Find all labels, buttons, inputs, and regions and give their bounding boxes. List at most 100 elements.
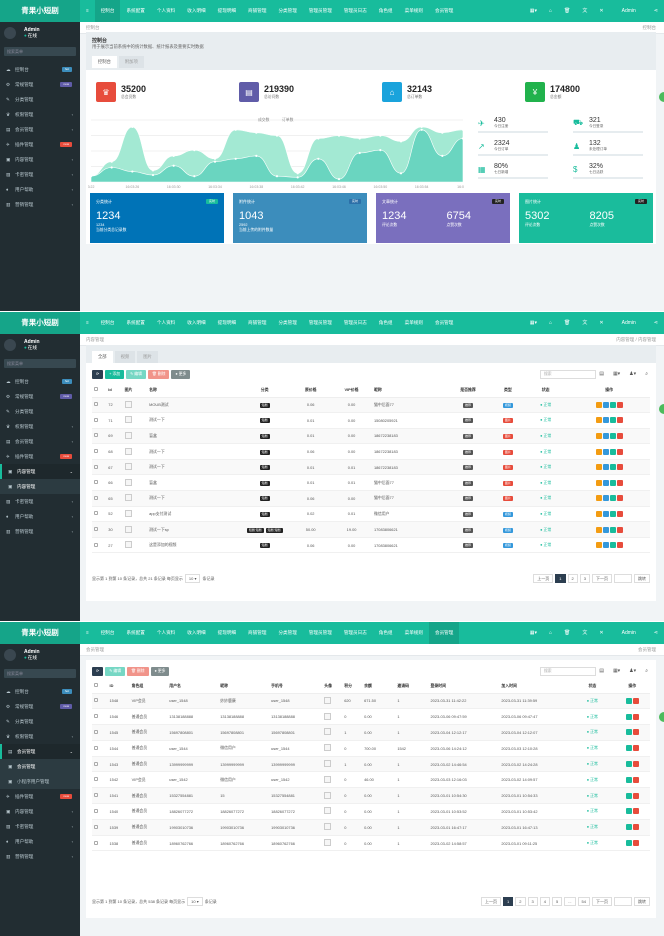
column-header[interactable]: 登录时间 [428,679,500,694]
nav-tab[interactable]: 管理员日志 [343,630,367,635]
data-point[interactable] [337,134,341,137]
sidebar-item[interactable]: ♛ 权限管理 ‹ [0,729,80,744]
tab-0[interactable]: 控制台 [92,56,117,68]
floating-action-button[interactable] [659,92,664,102]
detail-button[interactable] [602,401,609,408]
column-header[interactable]: 图片 [122,383,148,398]
delete-button[interactable] [632,808,639,815]
page-jump-input[interactable] [614,897,632,906]
row-checkbox[interactable] [94,729,98,734]
breadcrumb-home[interactable]: 控制台 [86,25,100,30]
table-tool-icon[interactable]: ▤ [599,668,604,674]
nav-tab[interactable]: 商铺管理 [248,320,267,325]
share-icon[interactable]: ⋖ [653,320,658,326]
nav-tab[interactable]: 系统配置 [126,320,145,325]
sidebar-subitem[interactable]: ▣ 内容管理 [0,479,80,494]
data-point[interactable] [193,149,196,152]
table-row[interactable]: 1544 普通会员 user_1544 微信用户 user_1544 0 700.00 154… [92,740,650,757]
column-header[interactable]: 头像 [322,679,343,694]
table-row[interactable]: 1542 VIP会员 user_1542 微信用户 user_1542 0 46.00 1 20… [92,771,650,789]
edit-button[interactable] [609,526,616,533]
tab-0[interactable]: 全部 [92,351,113,363]
nav-tab[interactable]: 角色组 [378,8,393,13]
column-header[interactable]: 类型 [492,383,524,398]
nav-tab[interactable]: 菜单规则 [404,630,423,635]
menu-search-input[interactable]: 搜索菜单 [4,669,76,678]
nav-tab[interactable]: 收入明细 [187,320,206,325]
delete-button[interactable] [632,697,639,704]
data-point[interactable] [151,169,155,172]
row-checkbox[interactable] [94,808,98,813]
nav-tab[interactable]: 管理员管理 [308,8,332,13]
row-checkbox[interactable] [94,511,98,516]
nav-tab[interactable]: 控制台 [94,0,121,22]
data-point[interactable] [337,178,341,181]
dragsort-button[interactable] [595,448,602,455]
row-checkbox[interactable] [94,480,98,485]
table-row[interactable]: 30 测试一下sp 短剧 短剧 短剧 短剧 50.00 19.00 17083806621 推… [92,521,650,538]
share-icon[interactable]: ⋖ [653,8,658,14]
data-point[interactable] [461,128,464,131]
header-tool-icon[interactable]: ▦▾ [529,320,537,326]
data-point[interactable] [420,128,423,131]
sidebar-item[interactable]: ♦ 用户帮助 ‹ [0,509,80,524]
table-search-input[interactable]: 搜索 [540,370,596,379]
data-point[interactable] [399,172,403,175]
toolbar-button[interactable]: 🗑 删除 [147,370,170,379]
data-point[interactable] [461,137,464,140]
delete-button[interactable] [632,792,639,799]
data-point[interactable] [399,140,403,143]
tab-2[interactable]: 图片 [137,351,158,363]
sidebar-subitem[interactable]: ▣ 小程序用户管理 [0,774,80,789]
data-point[interactable] [358,151,361,155]
page-button[interactable]: 3 [579,574,590,583]
row-checkbox[interactable] [94,433,98,438]
tab-1[interactable]: 视频 [114,351,136,363]
delete-button[interactable] [616,432,623,439]
edit-button[interactable] [625,840,632,847]
toolbar-button[interactable]: ✎ 编辑 [105,667,126,676]
sidebar-item[interactable]: ☁ 控制台 hot [0,684,80,699]
column-header[interactable]: VIP价格 [331,383,372,398]
nav-tab[interactable]: 提现明细 [217,8,237,13]
nav-tab[interactable]: ≡ [86,8,89,13]
table-tool-icon[interactable]: ⌕ [645,371,648,377]
edit-button[interactable] [625,745,632,752]
jump-button[interactable]: 跳转 [634,897,650,906]
breadcrumb-home[interactable]: 内容管理 [86,337,104,342]
data-point[interactable] [441,131,444,134]
sidebar-item[interactable]: ☁ 控制台 hot [0,62,80,77]
edit-button[interactable] [625,729,632,736]
header-tool-icon[interactable]: ⌂ [549,8,553,14]
sidebar-item[interactable]: ♛ 权限管理 ‹ [0,107,80,122]
page-button[interactable]: 上一页 [533,574,554,583]
delete-button[interactable] [632,713,639,720]
row-checkbox[interactable] [94,464,98,469]
column-header[interactable]: 昵称 [218,679,270,694]
column-header[interactable]: 加入时间 [499,679,571,694]
detail-button[interactable] [602,417,609,424]
edit-button[interactable] [609,401,616,408]
sidebar-item[interactable]: ▨ 卡密管理 ‹ [0,167,80,182]
data-point[interactable] [172,154,175,157]
row-checkbox[interactable] [94,449,98,454]
table-row[interactable]: 1538 普通会员 18960762766 18960762766 1896076276… [92,835,650,852]
sidebar-item[interactable]: ☁ 控制台 hot [0,374,80,389]
data-point[interactable] [317,157,320,160]
table-tool-icon[interactable]: ⌕ [645,668,648,674]
row-checkbox[interactable] [94,745,98,750]
column-header[interactable]: 状态 [570,679,615,694]
table-row[interactable]: 67 测试一下 短剧 0.01 0.01 18672238183 推荐 图片 ● 正常 [92,459,650,476]
column-header[interactable]: 状态 [523,383,569,398]
detail-button[interactable] [602,542,609,549]
user-menu[interactable]: Admin [610,0,648,22]
sidebar-item[interactable]: ⚙ 常规管理 new [0,77,80,92]
nav-tab[interactable]: 菜单规则 [404,320,423,325]
select-all-checkbox[interactable] [94,683,98,688]
nav-tab[interactable]: 系统配置 [126,630,145,635]
detail-button[interactable] [602,510,609,517]
toolbar-button[interactable]: + 添加 [105,370,125,379]
toolbar-button[interactable]: ⟳ [92,370,104,379]
column-header[interactable]: 操作 [614,679,650,694]
data-point[interactable] [317,137,320,140]
